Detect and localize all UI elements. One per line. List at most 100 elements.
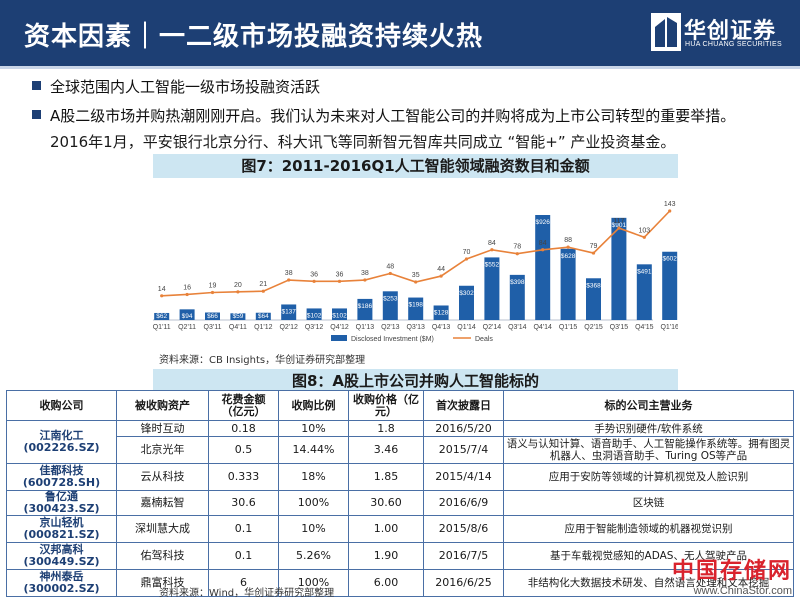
bar-label-7: $102 [332, 312, 347, 319]
logo-subtitle: HUA CHUANG SECURITIES [685, 41, 782, 48]
deal-point-10 [414, 280, 418, 284]
table-header-row: 收购公司 被收购资产 花费金额（亿元） 收购比例 收购价格（亿元） 首次披露日 … [6, 390, 794, 421]
bar-label-0: $62 [156, 313, 167, 320]
bar-15 [535, 215, 551, 320]
x-tick-4: Q1'12 [254, 324, 273, 331]
cost-cell: 0.1 [208, 515, 279, 543]
price-cell: 6.00 [348, 569, 424, 597]
date-cell: 2016/6/9 [423, 490, 504, 516]
business-cell: 区块链 [503, 490, 794, 516]
ratio-cell: 100% [278, 569, 349, 597]
bar-label-4: $64 [258, 313, 269, 320]
x-tick-13: Q2'14 [483, 324, 502, 331]
deal-point-4 [261, 289, 265, 293]
deal-point-3 [236, 290, 240, 294]
x-tick-1: Q2'11 [178, 324, 196, 331]
ratio-cell: 14.44% [278, 436, 349, 464]
bullet-2-text: A股二级市场并购热潮刚刚开启。我们认为未来对人工智能公司的并购将成为上市公司转型… [50, 107, 736, 125]
deal-label-17: 79 [590, 243, 598, 250]
bar-label-2: $66 [207, 313, 218, 320]
target-cell: 深圳慧大成 [116, 515, 209, 543]
bar-label-8: $186 [358, 303, 373, 310]
ratio-cell: 18% [278, 463, 349, 491]
target-cell: 佑驾科技 [116, 542, 209, 570]
figure8-source: 资料来源：Wind，华创证券研究部整理 [159, 588, 335, 599]
business-cell: 非结构化大数据技术研发、自然语言处理和文本挖掘 [503, 569, 794, 597]
bar-label-12: $302 [459, 290, 474, 297]
deal-point-18 [617, 226, 621, 230]
table-row: 神州泰岳 (300002.SZ) 鼎富科技 6 100% 6.00 2016/6/25 非结… [6, 569, 794, 597]
date-cell: 2016/6/25 [423, 569, 504, 597]
page-title: 资本因素｜一二级市场投融资持续火热 [24, 22, 484, 52]
bullet-1: 全球范围内人工智能一级市场投融资活跃 [32, 76, 320, 97]
bar-1 [179, 309, 195, 320]
header-bar: 资本因素｜一二级市场投融资持续火热 华创证券 HUA CHUANG SECURI… [0, 0, 800, 66]
deal-label-20: 143 [664, 201, 676, 208]
x-tick-15: Q4'14 [533, 324, 552, 331]
business-cell: 基于车载视觉感知的ADAS、无人驾驶产品 [503, 542, 794, 570]
bullet-2: A股二级市场并购热潮刚刚开启。我们认为未来对人工智能公司的并购将成为上市公司转型… [32, 105, 735, 126]
bullet-square-icon [32, 110, 41, 119]
watermark-url: www.ChinaStor.com [693, 585, 792, 597]
legend-line-label: Deals [475, 336, 493, 343]
bar-label-11: $128 [434, 309, 449, 316]
price-cell: 1.90 [348, 542, 424, 570]
logo-icon [651, 13, 681, 51]
header-divider [0, 66, 800, 69]
bar-label-14: $398 [510, 279, 525, 286]
price-cell: 3.46 [348, 436, 424, 464]
watermark-cn: 中国存储网 [671, 559, 792, 584]
bar-18 [611, 217, 627, 320]
bullet-square-icon [32, 81, 41, 90]
bar-2 [205, 312, 220, 320]
deal-label-8: 38 [361, 270, 369, 277]
col-business: 标的公司主营业务 [503, 390, 794, 421]
bar-20 [662, 251, 678, 320]
figure7-source: 资料来源：CB Insights，华创证券研究部整理 [159, 355, 366, 366]
deal-point-12 [464, 257, 469, 261]
price-cell: 30.60 [348, 490, 424, 516]
business-cell: 语义与认知计算、语音助手、人工智能操作系统等。拥有图灵机器人、虫洞语音助手、Tu… [503, 436, 794, 464]
bar-14 [509, 274, 525, 320]
bar-6 [306, 308, 322, 320]
deal-point-11 [439, 274, 443, 278]
ratio-cell: 100% [278, 490, 349, 516]
business-cell: 应用于智能制造领域的机器视觉识别 [503, 515, 794, 543]
bullet-2-continuation: 2016年1月，平安银行北京分行、科大讯飞等同新智元智库共同成立 “智能+” 产… [50, 133, 676, 151]
deal-label-0: 14 [158, 286, 166, 293]
deal-point-13 [490, 248, 494, 252]
financing-chart: $62 Q1'11 $94 Q2'11 $66 Q3'11 $59 Q4'11 $64 Q1'12… [153, 201, 679, 343]
col-date: 首次披露日 [423, 390, 504, 421]
bar-16 [560, 248, 576, 320]
table-row: 北京光年 0.5 14.44% 3.46 2015/7/4 语义与认知计算、语音助手、人工… [7, 436, 794, 464]
table-row: 鲁亿通(300423.SZ) 嘉楠耘智 30.6 100% 30.60 2016/6/9 区… [6, 490, 794, 516]
price-cell: 1.00 [348, 515, 424, 543]
deal-label-2: 19 [209, 283, 217, 290]
x-tick-7: Q4'12 [330, 324, 349, 331]
bar-label-18: $901 [612, 222, 627, 229]
bar-3 [230, 313, 246, 320]
deal-label-12: 70 [463, 249, 471, 256]
deal-point-19 [642, 235, 646, 239]
deal-label-19: 103 [638, 227, 650, 234]
deal-point-16 [566, 245, 570, 249]
ratio-cell: 10% [278, 420, 349, 437]
business-cell: 手势识别硬件/软件系统 [503, 420, 794, 437]
cost-cell: 0.333 [208, 463, 279, 491]
acquirer-cell: 鲁亿通(300423.SZ) [6, 490, 117, 516]
col-ratio: 收购比例 [278, 390, 349, 421]
x-tick-0: Q1'11 [153, 324, 171, 331]
col-price: 收购价格（亿元） [348, 390, 424, 421]
deal-label-11: 44 [437, 266, 445, 273]
target-cell: 鼎富科技 [116, 569, 209, 597]
bar-label-17: $368 [586, 282, 601, 289]
cost-cell: 0.1 [208, 542, 279, 570]
deal-point-7 [337, 279, 342, 283]
col-target: 被收购资产 [116, 390, 209, 421]
bar-8 [357, 298, 373, 320]
x-tick-19: Q4'15 [635, 324, 654, 331]
bar-0 [154, 312, 170, 320]
target-cell: 云从科技 [116, 463, 209, 491]
table-row: 江南化工 (002226.SZ) 锋时互动 0.18 10% 1.8 2016/5/20 手… [6, 420, 794, 464]
x-tick-14: Q3'14 [508, 324, 527, 331]
